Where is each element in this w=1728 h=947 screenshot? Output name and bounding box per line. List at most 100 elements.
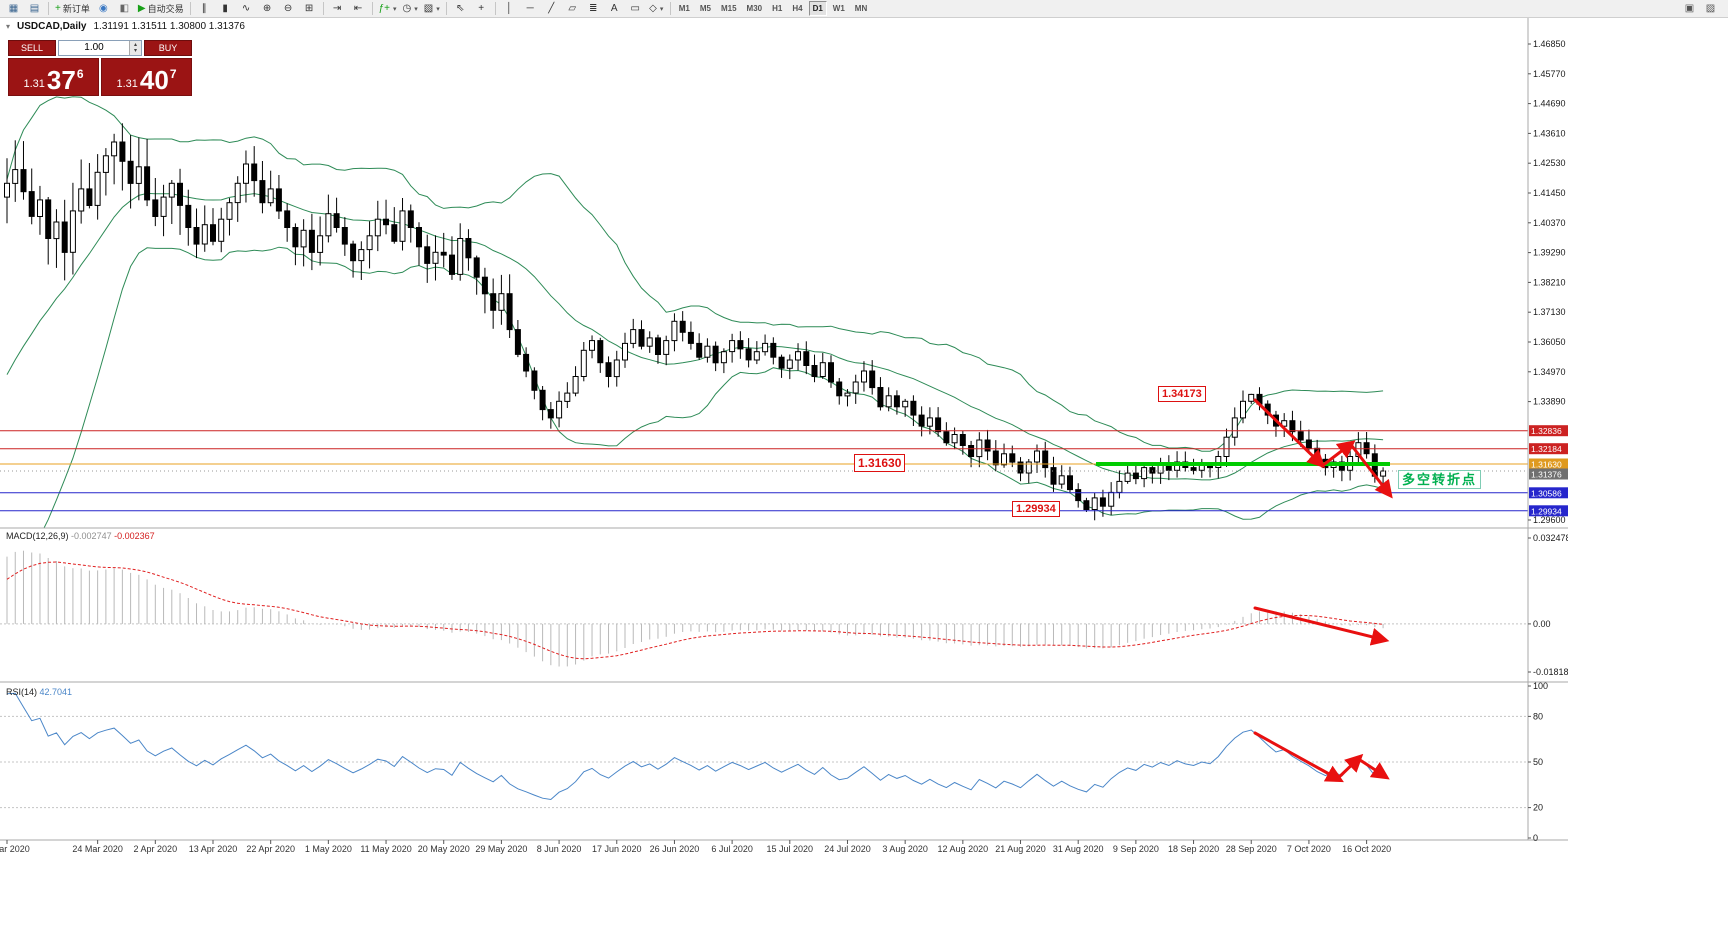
volume-value: 1.00 — [84, 42, 104, 53]
rsi-panel — [0, 692, 1528, 809]
zoom-in-icon: ⊕ — [262, 2, 272, 14]
market-watch-button[interactable]: ◉ — [93, 0, 114, 17]
macd-value-1: -0.002747 — [71, 531, 112, 541]
horizontal-line-icon: ─ — [526, 2, 534, 14]
timeframe-m30-button-label: M30 — [746, 4, 763, 13]
new-order-button[interactable]: + 新订单 — [52, 0, 93, 17]
auto-scroll-button[interactable]: ⇥ — [327, 0, 348, 17]
svg-text:6 Jul 2020: 6 Jul 2020 — [711, 844, 753, 854]
chart-area[interactable]: 1.46850 1.45770 1.44690 1.43610 1.42530 1.414… — [0, 18, 1568, 947]
timeframe-d1-button[interactable]: D1 — [808, 1, 827, 16]
shapes-button[interactable]: ◇ ▾ — [646, 0, 667, 17]
fibonacci-button[interactable]: ≣ — [583, 0, 604, 17]
buy-price-display[interactable]: 1.31 40 7 — [101, 58, 192, 96]
vertical-line-icon: │ — [506, 2, 513, 14]
toolbar-separator — [48, 2, 49, 15]
new-chart-button[interactable]: ▦ — [3, 0, 24, 17]
cursor-button[interactable]: ⇖ — [450, 0, 471, 17]
chart-shift-icon: ⇤ — [353, 2, 363, 14]
svg-text:1.41450: 1.41450 — [1533, 188, 1566, 198]
timeframe-mn-button[interactable]: MN — [851, 1, 871, 16]
chart-list-icon: ▨ — [1705, 2, 1716, 14]
timeframe-m30-button[interactable]: M30 — [743, 1, 767, 16]
horizontal-line-button[interactable]: ─ — [520, 0, 541, 17]
timeframe-h4-button-label: H4 — [792, 4, 803, 13]
sell-price-display[interactable]: 1.31 37 6 — [8, 58, 99, 96]
templates-button[interactable]: ▧ ▾ — [421, 0, 443, 17]
autotrading-button[interactable]: ▶ 自动交易 — [135, 0, 187, 17]
macd-panel — [0, 550, 1528, 667]
trendline-button[interactable]: ╱ — [541, 0, 562, 17]
one-click-collapse-icon[interactable]: ▾ — [6, 22, 11, 31]
svg-text:24 Jul 2020: 24 Jul 2020 — [824, 844, 871, 854]
svg-text:1.36050: 1.36050 — [1533, 337, 1566, 347]
sell-price-pips: 37 — [46, 65, 76, 95]
svg-text:12 Aug 2020: 12 Aug 2020 — [938, 844, 989, 854]
volume-spinner: ▴ ▾ — [129, 41, 141, 55]
svg-text:1.38210: 1.38210 — [1533, 277, 1566, 287]
price-annotation-low[interactable]: 1.29934 — [1012, 501, 1060, 517]
chevron-down-icon: ▾ — [392, 5, 397, 13]
channel-button[interactable]: ▱ — [562, 0, 583, 17]
svg-text:1.31630: 1.31630 — [1531, 460, 1562, 470]
timeframe-m5-button[interactable]: M5 — [696, 1, 715, 16]
timeframe-mn-button-label: MN — [854, 4, 868, 13]
svg-text:28 Sep 2020: 28 Sep 2020 — [1226, 844, 1277, 854]
svg-text:9 Sep 2020: 9 Sep 2020 — [1113, 844, 1159, 854]
bar-chart-mode-button[interactable]: ∥ — [194, 0, 215, 17]
line-chart-mode-button[interactable]: ∿ — [236, 0, 257, 17]
label-tool-icon: ▭ — [630, 2, 640, 14]
svg-text:1.30586: 1.30586 — [1531, 488, 1562, 498]
toolbar-left-group: ▦ ▤ + 新订单 ◉ ◧ ▶ 自动交易 ∥ ▮ ∿ ⊕ ⊖ ⊞ ⇥ ⇤ ƒ+ ▾ ◷ ▾ ▧ ▾ ⇖ + │ ─ ╱ ▱ ≣ A ▭ ◇ ▾ M… — [3, 0, 872, 17]
rsi-indicator-label: RSI(14) 42.7041 — [6, 687, 72, 697]
volume-decrease-button[interactable]: ▾ — [133, 48, 137, 54]
data-window-icon: ◧ — [119, 2, 130, 14]
svg-text:1.40370: 1.40370 — [1533, 218, 1566, 228]
timeframe-m1-button[interactable]: M1 — [675, 1, 694, 16]
timeframe-m15-button[interactable]: M15 — [717, 1, 741, 16]
candlestick-mode-button[interactable]: ▮ — [215, 0, 236, 17]
price-annotation-support[interactable]: 1.31630 — [854, 454, 906, 472]
svg-text:1.37130: 1.37130 — [1533, 307, 1566, 317]
sell-button[interactable]: SELL — [8, 40, 56, 56]
timeframe-w1-button[interactable]: W1 — [829, 1, 849, 16]
svg-text:1 May 2020: 1 May 2020 — [305, 844, 352, 854]
candlestick-mode-icon: ▮ — [222, 2, 228, 14]
svg-text:21 Aug 2020: 21 Aug 2020 — [995, 844, 1046, 854]
timeframe-h1-button[interactable]: H1 — [768, 1, 786, 16]
indicators-button[interactable]: ƒ+ ▾ — [376, 0, 400, 17]
timeframe-d1-button-label: D1 — [812, 4, 823, 13]
volume-increase-button[interactable]: ▴ — [133, 42, 137, 48]
chevron-down-icon: ▾ — [436, 5, 440, 13]
turning-point-label[interactable]: 多空转折点 — [1398, 470, 1482, 489]
data-window-button[interactable]: ◧ — [114, 0, 135, 17]
svg-text:1.43610: 1.43610 — [1533, 128, 1566, 138]
label-tool-button[interactable]: ▭ — [625, 0, 646, 17]
price-annotation-peak[interactable]: 1.34173 — [1158, 386, 1206, 402]
arrange-windows-button[interactable]: ▣ — [1679, 0, 1700, 17]
macd-value-2: -0.002367 — [114, 531, 155, 541]
symbol-period-label: USDCAD,Daily — [17, 21, 87, 32]
zoom-in-button[interactable]: ⊕ — [257, 0, 278, 17]
periods-button[interactable]: ◷ ▾ — [400, 0, 421, 17]
crosshair-button[interactable]: + — [471, 0, 492, 17]
zoom-out-button[interactable]: ⊖ — [278, 0, 299, 17]
svg-text:1.34970: 1.34970 — [1533, 367, 1566, 377]
text-tool-button[interactable]: A — [604, 0, 625, 17]
tile-windows-button[interactable]: ⊞ — [299, 0, 320, 17]
rsi-name: RSI(14) — [6, 687, 38, 697]
volume-field[interactable]: 1.00 ▴ ▾ — [58, 40, 142, 56]
chart-shift-button[interactable]: ⇤ — [348, 0, 369, 17]
trend-arrows — [1253, 398, 1393, 783]
one-click-trading-panel: SELL 1.00 ▴ ▾ BUY 1.31 37 6 1.31 40 7 — [8, 40, 192, 96]
profiles-button[interactable]: ▤ — [24, 0, 45, 17]
vertical-line-button[interactable]: │ — [499, 0, 520, 17]
chart-list-button[interactable]: ▨ — [1700, 0, 1721, 17]
timeframe-h4-button[interactable]: H4 — [788, 1, 806, 16]
arrange-windows-icon: ▣ — [1684, 2, 1695, 14]
new-order-icon: + — [55, 2, 61, 14]
toolbar: ▦ ▤ + 新订单 ◉ ◧ ▶ 自动交易 ∥ ▮ ∿ ⊕ ⊖ ⊞ ⇥ ⇤ ƒ+ ▾ ◷ ▾ ▧ ▾ ⇖ + │ ─ ╱ ▱ ≣ A ▭ ◇ ▾ M… — [0, 0, 1728, 18]
tile-windows-icon: ⊞ — [304, 2, 314, 14]
buy-button[interactable]: BUY — [144, 40, 192, 56]
svg-text:2 Apr 2020: 2 Apr 2020 — [134, 844, 178, 854]
